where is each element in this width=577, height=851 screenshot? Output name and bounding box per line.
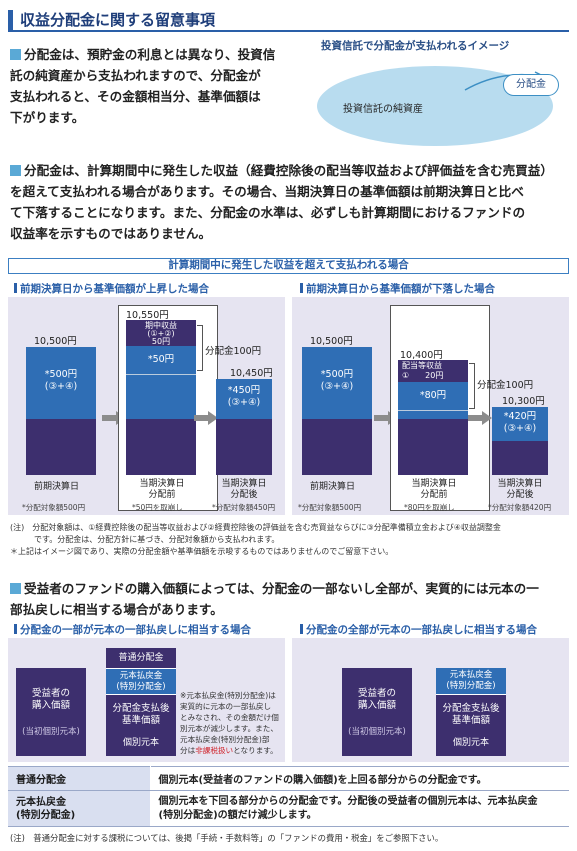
case-up-chart: 10,500円 *500円 (③+④) 10,550円 期中収益 (①+②) 5… — [8, 297, 285, 515]
bullet-square-icon — [10, 165, 21, 176]
bullet-square-icon — [10, 49, 21, 60]
case-down-sub-mid: *80円を取崩し — [404, 503, 455, 512]
table-row: 元本払戻金 (特別分配金) 個別元本を下回る部分からの分配金です。分配後の受益者の… — [8, 790, 569, 827]
header-accent-bar — [8, 10, 13, 30]
case-down-chart: 10,500円 *500円 (③+④) 10,400円 配当等収益 ① 20円 … — [292, 297, 569, 515]
table-row: 普通分配金 個別元本(受益者のファンドの購入価額)を上回る部分からの分配金です。 — [8, 766, 569, 791]
case-up-after-value: 10,450円 — [230, 368, 273, 379]
part-case-return-box: 元本払戻金 (特別分配金) — [106, 668, 176, 694]
case-up-mid-bar-base — [126, 419, 196, 475]
bullet-square-icon — [10, 583, 21, 594]
case-down-x-after: 当期決算日 分配後 — [497, 479, 543, 500]
chart-notes: (注) 分配対象額は、①経費控除後の配当等収益および②経費控除後の評価益を含む売… — [10, 523, 501, 556]
case-down-dist-bracket — [469, 363, 475, 409]
case-up-x-mid: 当期決算日 分配前 — [139, 479, 185, 500]
case-up-sub-after: *分配対象額450円 — [212, 503, 276, 512]
fund-assets-label: 投資信託の純資産 — [343, 104, 423, 115]
footnote: (注) 普通分配金に対する課税については、後掲「手続・手数料等」の「ファンドの費… — [10, 833, 444, 843]
case-down-after-bar-top: *420円 (③+④) — [492, 407, 548, 441]
case-up-heading: 前期決算日から基準価額が上昇した場合 — [14, 281, 209, 296]
part-case-heading: 分配金の一部が元本の一部払戻しに相当する場合 — [14, 622, 251, 637]
case-up-after-bar-top: *450円 (③+④) — [216, 379, 272, 419]
case-up-after-bar-base — [216, 419, 272, 475]
part-case-ordinary-box: 普通分配金 — [106, 648, 176, 668]
case-up-mid-income: 期中収益 (①+②) 50円 — [126, 320, 196, 346]
page-title: 収益分配金に関する留意事項 — [20, 11, 216, 29]
case-down-x-mid: 当期決算日 分配前 — [411, 479, 457, 500]
desc-return: 個別元本を下回る部分からの分配金です。分配後の受益者の個別元本は、元本払戻金 (特… — [150, 790, 569, 827]
term-ordinary: 普通分配金 — [8, 766, 151, 791]
case-down-prev-bar-base — [302, 419, 372, 475]
case-up-prev-bar-top: *500円 (③+④) — [26, 347, 96, 419]
case-up-sub-mid: *50円を取崩し — [132, 503, 183, 512]
all-case-after-box: 分配金支払後 基準価額 個別元本 — [436, 694, 506, 756]
distribution-illustration: 投資信託で分配金が支払われるイメージ 分配金 投資信託の純資産 — [305, 36, 567, 154]
part-case-purchase-box: 受益者の 購入価額 (当初個別元本) — [16, 668, 86, 756]
case-down-mid-value: 10,400円 — [400, 350, 443, 361]
case-down-sub-after: *分配対象額420円 — [488, 503, 552, 512]
case-up-sub-prev: *分配対象額500円 — [22, 503, 86, 512]
principal-paragraph: 受益者のファンドの購入価額によっては、分配金の一部ないし全部が、実質的には元本の… — [10, 581, 539, 617]
case-up-dist-label: 分配金100円 — [205, 346, 262, 357]
case-down-prev-bar-top: *500円 (③+④) — [302, 347, 372, 419]
case-down-mid-drawdown: *80円 — [398, 382, 468, 410]
case-up-dist-bracket — [197, 325, 203, 371]
explanation-paragraph: 分配金は、計算期間中に発生した収益（経費控除後の配当等収益および評価益を含む売買… — [10, 163, 553, 241]
all-case-panel — [292, 638, 569, 762]
case-down-sub-prev: *分配対象額500円 — [298, 503, 362, 512]
case-down-dist-label: 分配金100円 — [477, 380, 534, 391]
definition-table: 普通分配金 個別元本(受益者のファンドの購入価額)を上回る部分からの分配金です。… — [8, 766, 569, 827]
case-down-mid-income: 配当等収益 ① 20円 — [398, 360, 468, 382]
arrow-right-icon — [468, 411, 492, 425]
case-down-after-bar-base — [492, 441, 548, 475]
case-up-prev-value: 10,500円 — [34, 336, 77, 347]
arrow-right-icon — [194, 411, 218, 425]
page-header: 収益分配金に関する留意事項 — [8, 8, 569, 32]
distribution-bubble: 分配金 — [503, 74, 559, 96]
section-banner: 計算期間中に発生した収益を超えて支払われる場合 — [8, 258, 569, 274]
illustration-caption: 投資信託で分配金が支払われるイメージ — [321, 40, 510, 52]
term-return: 元本払戻金 (特別分配金) — [8, 790, 151, 827]
case-up-mid-bar-rest — [126, 374, 196, 419]
case-down-heading: 前期決算日から基準価額が下落した場合 — [300, 281, 495, 296]
case-up-prev-bar-base — [26, 419, 96, 475]
part-case-after-box: 分配金支払後 基準価額 個別元本 — [106, 694, 176, 756]
case-up-x-prev: 前期決算日 — [34, 482, 80, 492]
case-down-mid-bar-base — [398, 419, 468, 475]
case-down-prev-value: 10,500円 — [310, 336, 353, 347]
case-down-after-value: 10,300円 — [502, 396, 545, 407]
desc-ordinary: 個別元本(受益者のファンドの購入価額)を上回る部分からの分配金です。 — [150, 766, 569, 791]
case-up-x-after: 当期決算日 分配後 — [221, 479, 267, 500]
intro-paragraph: 分配金は、預貯金の利息とは異なり、投資信 託の純資産から支払われますので、分配金… — [10, 47, 276, 125]
all-case-heading: 分配金の全部が元本の一部払戻しに相当する場合 — [300, 622, 537, 637]
all-case-purchase-box: 受益者の 購入価額 (当初個別元本) — [342, 668, 412, 756]
case-down-x-prev: 前期決算日 — [310, 482, 356, 492]
case-up-mid-drawdown: *50円 — [126, 346, 196, 374]
case-down-mid-bar-rest — [398, 410, 468, 419]
tax-exempt-highlight: 非課税扱い — [195, 746, 234, 755]
all-case-return-box: 元本払戻金 (特別分配金) — [436, 668, 506, 694]
case-up-mid-value: 10,550円 — [126, 310, 169, 321]
part-case-note: ※元本払戻金(特別分配金)は 実質的に元本の一部払戻し とみなされ、その金額だけ… — [180, 691, 279, 755]
